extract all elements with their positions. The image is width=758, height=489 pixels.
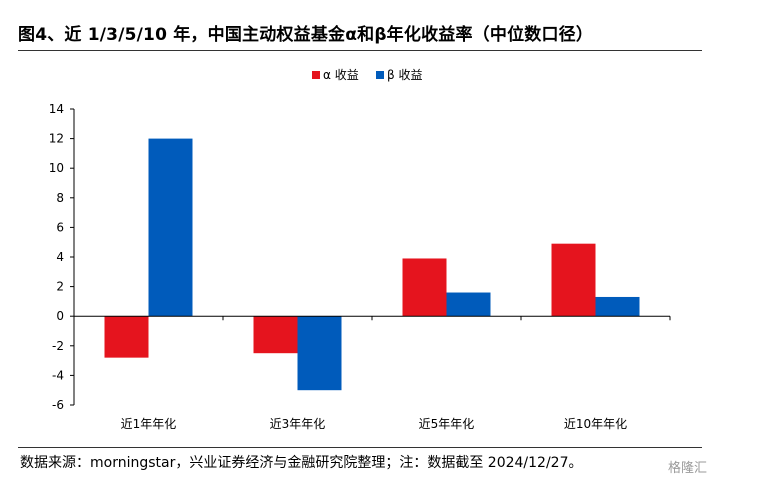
x-tick-label: 近5年年化 xyxy=(419,417,475,431)
bar-beta xyxy=(297,316,342,391)
bar-beta xyxy=(595,296,640,317)
top-rule xyxy=(18,50,702,51)
x-tick-label: 近1年年化 xyxy=(121,417,177,431)
y-tick-label: -4 xyxy=(52,368,64,382)
bar-alpha xyxy=(104,316,149,358)
bar-beta xyxy=(148,138,193,317)
bottom-rule xyxy=(18,447,702,448)
y-tick-label: -2 xyxy=(52,339,64,353)
legend-label: β 收益 xyxy=(387,68,422,82)
y-tick-label: 8 xyxy=(56,191,64,205)
chart-legend: α 收益 β 收益 xyxy=(312,68,422,82)
bar-chart: α 收益 β 收益 -6 -4 -2 0 2 4 6 8 10 12 14 近1年年化 近3年年化 近5年… xyxy=(49,68,671,431)
y-tick-label: 6 xyxy=(56,220,64,234)
y-axis: -6 -4 -2 0 2 4 6 8 10 12 14 xyxy=(49,102,75,412)
y-tick-label: 10 xyxy=(49,161,64,175)
bar-beta xyxy=(446,292,491,317)
figure-title: 图4、近 1/3/5/10 年，中国主动权益基金α和β年化收益率（中位数口径） xyxy=(18,25,594,45)
y-tick-label: 4 xyxy=(56,250,64,264)
y-tick-label: 14 xyxy=(49,102,64,116)
y-tick-label: 12 xyxy=(49,132,64,146)
bar-alpha xyxy=(253,316,298,354)
y-tick-label: -6 xyxy=(52,398,64,412)
bar-alpha xyxy=(402,258,447,317)
legend-swatch xyxy=(312,71,320,79)
legend-swatch xyxy=(376,71,384,79)
y-tick-label: 2 xyxy=(56,280,64,294)
source-note: 数据来源：morningstar，兴业证券经济与金融研究院整理；注：数据截至 2… xyxy=(20,455,583,471)
watermark-logo: 格隆汇 xyxy=(668,461,708,476)
y-tick-label: 0 xyxy=(56,309,64,323)
x-axis: 近1年年化 近3年年化 近5年年化 近10年年化 xyxy=(73,315,671,431)
bar-alpha xyxy=(551,243,596,317)
legend-label: α 收益 xyxy=(323,68,359,82)
x-tick-label: 近10年年化 xyxy=(564,417,627,431)
bars xyxy=(104,138,640,391)
x-tick-label: 近3年年化 xyxy=(270,417,326,431)
